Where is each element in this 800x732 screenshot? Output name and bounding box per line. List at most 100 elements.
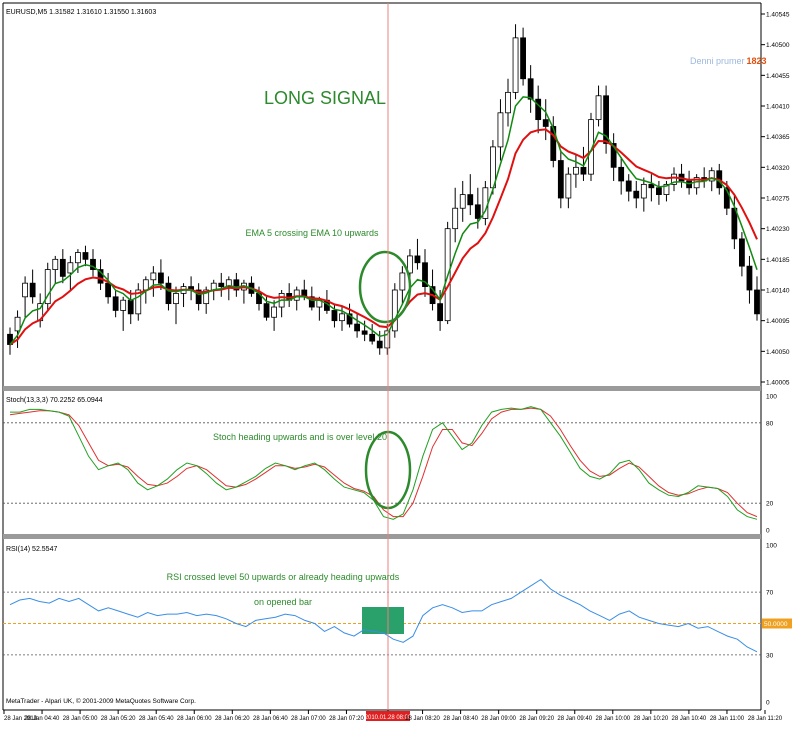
ema-5-line	[9, 96, 758, 345]
time-tick-label: 28 Jan 11:00	[710, 716, 745, 722]
candle-body	[135, 289, 142, 315]
candle-body	[369, 333, 376, 342]
candle-body	[656, 187, 662, 195]
candle-body	[603, 95, 609, 144]
candle-body	[527, 78, 534, 100]
candle-body	[195, 289, 202, 305]
candle-body	[467, 194, 474, 206]
candle-body	[233, 279, 240, 291]
time-tick-label: 28 Jan 05:00	[63, 716, 98, 722]
candle-body	[263, 303, 270, 318]
rsi-tick-label: 0	[766, 700, 770, 707]
candle-body	[573, 166, 579, 175]
candle-body	[414, 255, 421, 264]
candle-body	[384, 330, 391, 349]
candle-body	[142, 279, 149, 291]
stoch-main-line	[10, 406, 758, 520]
candle-body	[97, 269, 104, 284]
candle-body	[331, 310, 338, 322]
candle-body	[22, 282, 28, 298]
ema-10-line	[9, 128, 758, 346]
candle-body	[67, 262, 74, 274]
time-tick-label: 28 Jan 06:20	[215, 716, 250, 722]
stoch-annotation: Stoch heading upwards and is over level …	[213, 432, 387, 442]
time-tick-label: 28 Jan 10:40	[672, 716, 707, 722]
time-tick-label: 28 Jan 07:00	[291, 716, 326, 722]
ema-cross-highlight-circle	[358, 250, 412, 324]
candle-body	[618, 166, 625, 182]
candle-body	[173, 293, 179, 305]
candle-body	[158, 272, 164, 284]
candle-body	[474, 204, 481, 219]
stoch-indicator-label: Stoch(13,3,3) 70.2252 65.0944	[6, 397, 103, 404]
candle-body	[376, 340, 383, 349]
candle-body	[29, 282, 36, 298]
stoch-tick-label: 100	[766, 394, 777, 401]
candle-body	[354, 323, 360, 332]
candle-body	[512, 37, 519, 93]
candle-body	[399, 272, 406, 291]
candle-body	[339, 313, 345, 322]
candle-body	[165, 282, 172, 305]
rsi-tick-label: 100	[766, 543, 777, 550]
time-tick-label: 28 Jan 05:40	[139, 716, 174, 722]
rsi-indicator-label: RSI(14) 52.5547	[6, 546, 57, 553]
price-tick-label: 1.40050	[766, 349, 790, 356]
stoch-tick-label: 20	[766, 501, 774, 508]
time-tick-label: 28 Jan 10:20	[633, 716, 668, 722]
candle-body	[557, 160, 564, 199]
candle-body	[52, 258, 59, 270]
candle-body	[361, 330, 368, 335]
watermark-label: Denni prumer 1823	[690, 56, 767, 66]
rsi-tick-label: 50.0000	[764, 621, 788, 628]
price-tick-label: 1.40410	[766, 104, 790, 111]
candle-body	[610, 143, 617, 168]
candle-body	[671, 173, 677, 185]
candle-body	[663, 183, 670, 195]
candle-body	[542, 119, 549, 127]
candle-body	[648, 183, 655, 189]
candle-body	[44, 269, 51, 305]
price-tick-label: 1.40005	[766, 380, 790, 387]
candle-body	[127, 299, 134, 315]
candle-body	[708, 170, 715, 182]
candle-body	[14, 316, 21, 332]
candle-body	[535, 98, 542, 121]
stoch-tick-label: 0	[766, 528, 770, 535]
time-tick-label: 28 Jan 09:00	[481, 716, 516, 722]
candle-body	[346, 313, 353, 325]
rsi-tick-label: 30	[766, 652, 774, 659]
candle-body	[565, 173, 572, 199]
candle-body	[505, 91, 511, 114]
candle-body	[407, 255, 413, 274]
price-tick-label: 1.40320	[766, 165, 790, 172]
time-tick-label: 2010.01.28 08:00	[365, 715, 412, 721]
price-tick-label: 1.40230	[766, 226, 790, 233]
stoch-signal-line	[9, 407, 758, 518]
ema-cross-annotation: EMA 5 crossing EMA 10 upwards	[245, 228, 379, 238]
candle-body	[59, 258, 66, 277]
candle-body	[82, 252, 89, 260]
watermark-number: 1823	[747, 56, 767, 66]
candle-body	[308, 296, 315, 308]
candle-body	[739, 238, 745, 267]
rsi-line	[9, 578, 758, 653]
price-tick-label: 1.40455	[766, 73, 790, 80]
time-tick-label: 28 Jan 06:00	[177, 716, 212, 722]
time-tick-label: 28 Jan 11:20	[748, 716, 783, 722]
price-tick-label: 1.40545	[766, 12, 790, 19]
rsi-50-tag	[762, 618, 792, 629]
price-tick-label: 1.40365	[766, 134, 790, 141]
candle-body	[203, 289, 210, 305]
candle-body	[112, 296, 119, 311]
price-tick-label: 1.40140	[766, 288, 790, 295]
time-tick-label: 28 Jan 10:00	[595, 716, 630, 722]
candle-body	[225, 279, 232, 287]
time-tick-label: 28 Jan 07:20	[329, 716, 364, 722]
candle-body	[580, 166, 587, 175]
price-tick-label: 1.40185	[766, 257, 790, 264]
candle-body	[452, 207, 459, 230]
candle-body	[293, 289, 300, 301]
